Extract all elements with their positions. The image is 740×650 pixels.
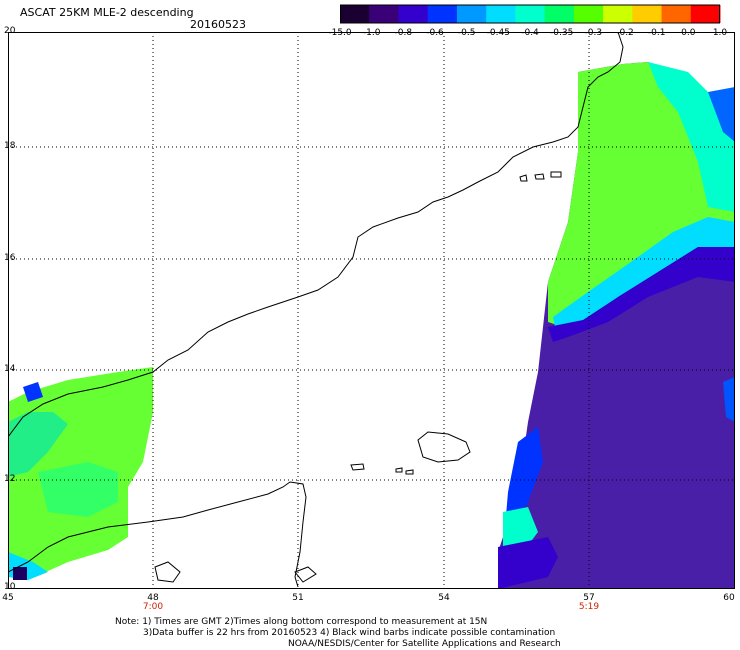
time-label-east: 5:19 bbox=[578, 602, 600, 612]
colorbar bbox=[340, 4, 721, 24]
note-line-3: NOAA/NESDIS/Center for Satellite Applica… bbox=[288, 639, 561, 649]
colorbar-swatch bbox=[632, 5, 663, 23]
colorbar-swatch bbox=[573, 5, 604, 23]
colorbar-swatch bbox=[427, 5, 458, 23]
y-label-12: 12 bbox=[4, 474, 16, 484]
y-label-16: 16 bbox=[4, 253, 16, 263]
y-label-10: 10 bbox=[4, 582, 16, 592]
x-label-45: 45 bbox=[2, 593, 14, 603]
map-date: 20160523 bbox=[190, 18, 246, 31]
colorbar-swatches bbox=[340, 4, 721, 24]
x-label-48: 48 bbox=[147, 593, 159, 603]
colorbar-swatch bbox=[340, 5, 370, 23]
time-label-west: 7:00 bbox=[142, 602, 164, 612]
x-label-51: 51 bbox=[292, 593, 304, 603]
colorbar-swatch bbox=[486, 5, 516, 23]
swath-west bbox=[8, 367, 153, 580]
y-label-14: 14 bbox=[4, 364, 16, 374]
colorbar-swatch bbox=[544, 5, 575, 23]
gridlines bbox=[8, 32, 735, 589]
map-plot bbox=[8, 32, 735, 589]
y-label-20: 20 bbox=[4, 26, 16, 36]
x-label-54: 54 bbox=[438, 593, 450, 603]
colorbar-swatch bbox=[661, 5, 692, 23]
coastline bbox=[8, 32, 624, 588]
plot-frame bbox=[8, 32, 735, 589]
colorbar-swatch bbox=[369, 5, 399, 23]
colorbar-swatch bbox=[515, 5, 546, 23]
note-line-1: Note: 1) Times are GMT 2)Times along bot… bbox=[115, 617, 488, 627]
colorbar-swatch bbox=[456, 5, 487, 23]
note-line-2: 3)Data buffer is 22 hrs from 20160523 4)… bbox=[143, 628, 556, 638]
colorbar-swatch bbox=[603, 5, 633, 23]
swath-east bbox=[498, 62, 735, 589]
x-label-57: 57 bbox=[583, 593, 595, 603]
colorbar-swatch bbox=[690, 5, 721, 23]
colorbar-border bbox=[340, 4, 720, 24]
x-label-60: 60 bbox=[723, 593, 735, 603]
y-label-18: 18 bbox=[4, 141, 16, 151]
colorbar-swatch bbox=[398, 5, 429, 23]
map-title: ASCAT 25KM MLE-2 descending bbox=[20, 6, 194, 19]
